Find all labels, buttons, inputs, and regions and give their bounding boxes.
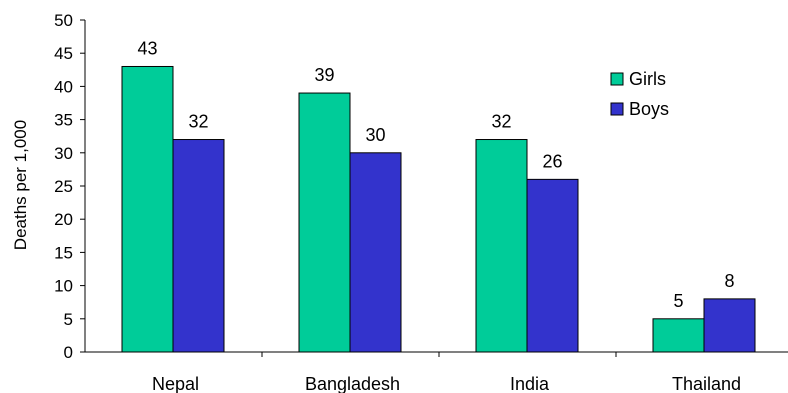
x-tick-label: Thailand [672,374,741,393]
bar-girls-bangladesh [298,92,351,353]
data-label: 32 [188,112,208,132]
data-label: 8 [724,271,734,291]
bar-boys-bangladesh [349,152,402,353]
legend: Girls Boys [610,69,669,119]
bar-girls-thailand [652,318,705,353]
y-tick-label: 45 [54,44,73,63]
data-labels: 43 32 39 30 32 26 5 8 [137,38,734,310]
x-tick-label: India [510,374,550,393]
y-tick-label: 20 [54,210,73,229]
y-tick-label: 5 [64,310,73,329]
legend-swatch-boys [610,102,624,116]
legend-swatch-girls [610,72,624,86]
bar-girls-nepal [121,65,174,353]
y-tick-label: 35 [54,111,73,130]
x-tick-label: Bangladesh [305,374,400,393]
y-tick-label: 30 [54,144,73,163]
y-tick-label: 15 [54,243,73,262]
axes: 0 5 10 15 20 25 30 35 40 45 50 Nepal Bangladesh India… [54,11,788,393]
data-label: 32 [491,112,511,132]
legend-label-girls: Girls [629,69,666,89]
y-tick-label: 50 [54,11,73,30]
y-tick-label: 10 [54,277,73,296]
bar-boys-nepal [172,139,225,353]
data-label: 30 [365,125,385,145]
bar-girls-india [475,139,528,353]
y-axis-title: Deaths per 1,000 [11,120,30,250]
data-label: 5 [673,291,683,311]
data-label: 26 [542,151,562,171]
data-label: 43 [137,38,157,58]
bar-boys-thailand [703,298,756,353]
legend-label-boys: Boys [629,99,669,119]
y-tick-label: 25 [54,177,73,196]
data-label: 39 [314,65,334,85]
y-tick-label: 40 [54,77,73,96]
bar-boys-india [526,178,579,353]
y-tick-label: 0 [64,343,73,362]
bars [121,65,756,353]
x-tick-label: Nepal [152,374,199,393]
